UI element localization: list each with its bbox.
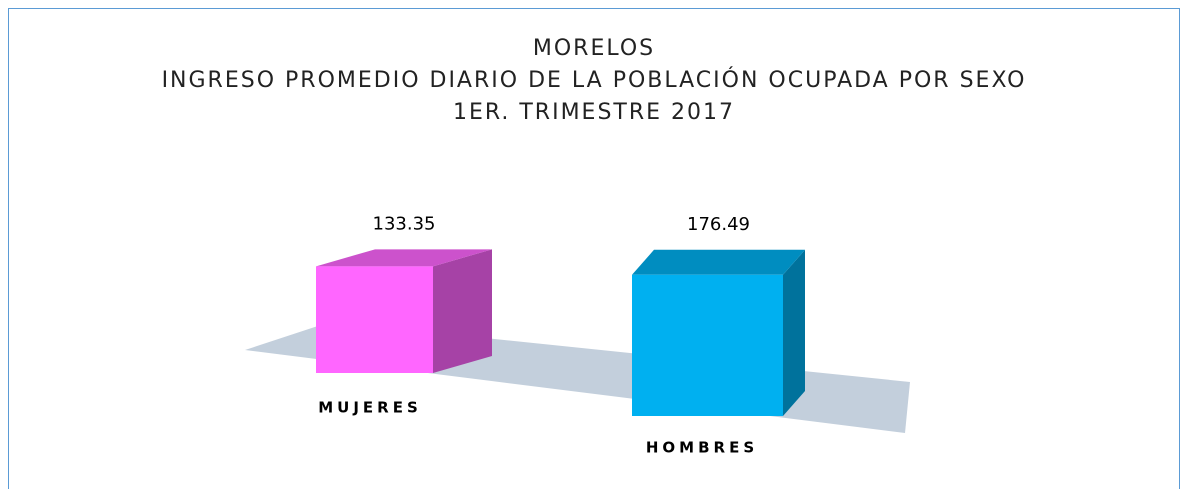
bar [316, 249, 492, 373]
bar-top [316, 249, 492, 267]
bar-front [316, 266, 433, 373]
category-label: HOMBRES [646, 439, 758, 457]
category-label: MUJERES [318, 399, 422, 417]
bar-front [632, 274, 783, 416]
bar [632, 249, 805, 416]
bar-top [632, 249, 805, 275]
bar-side [433, 249, 492, 373]
bar-side [783, 249, 805, 416]
value-label: 176.49 [687, 214, 750, 235]
chart-title: MORELOS [533, 36, 655, 61]
value-label: 133.35 [373, 213, 436, 234]
chart-title: INGRESO PROMEDIO DIARIO DE LA POBLACIÓN … [162, 67, 1027, 93]
chart-title: 1ER. TRIMESTRE 2017 [453, 100, 735, 125]
chart-border [8, 8, 1180, 489]
